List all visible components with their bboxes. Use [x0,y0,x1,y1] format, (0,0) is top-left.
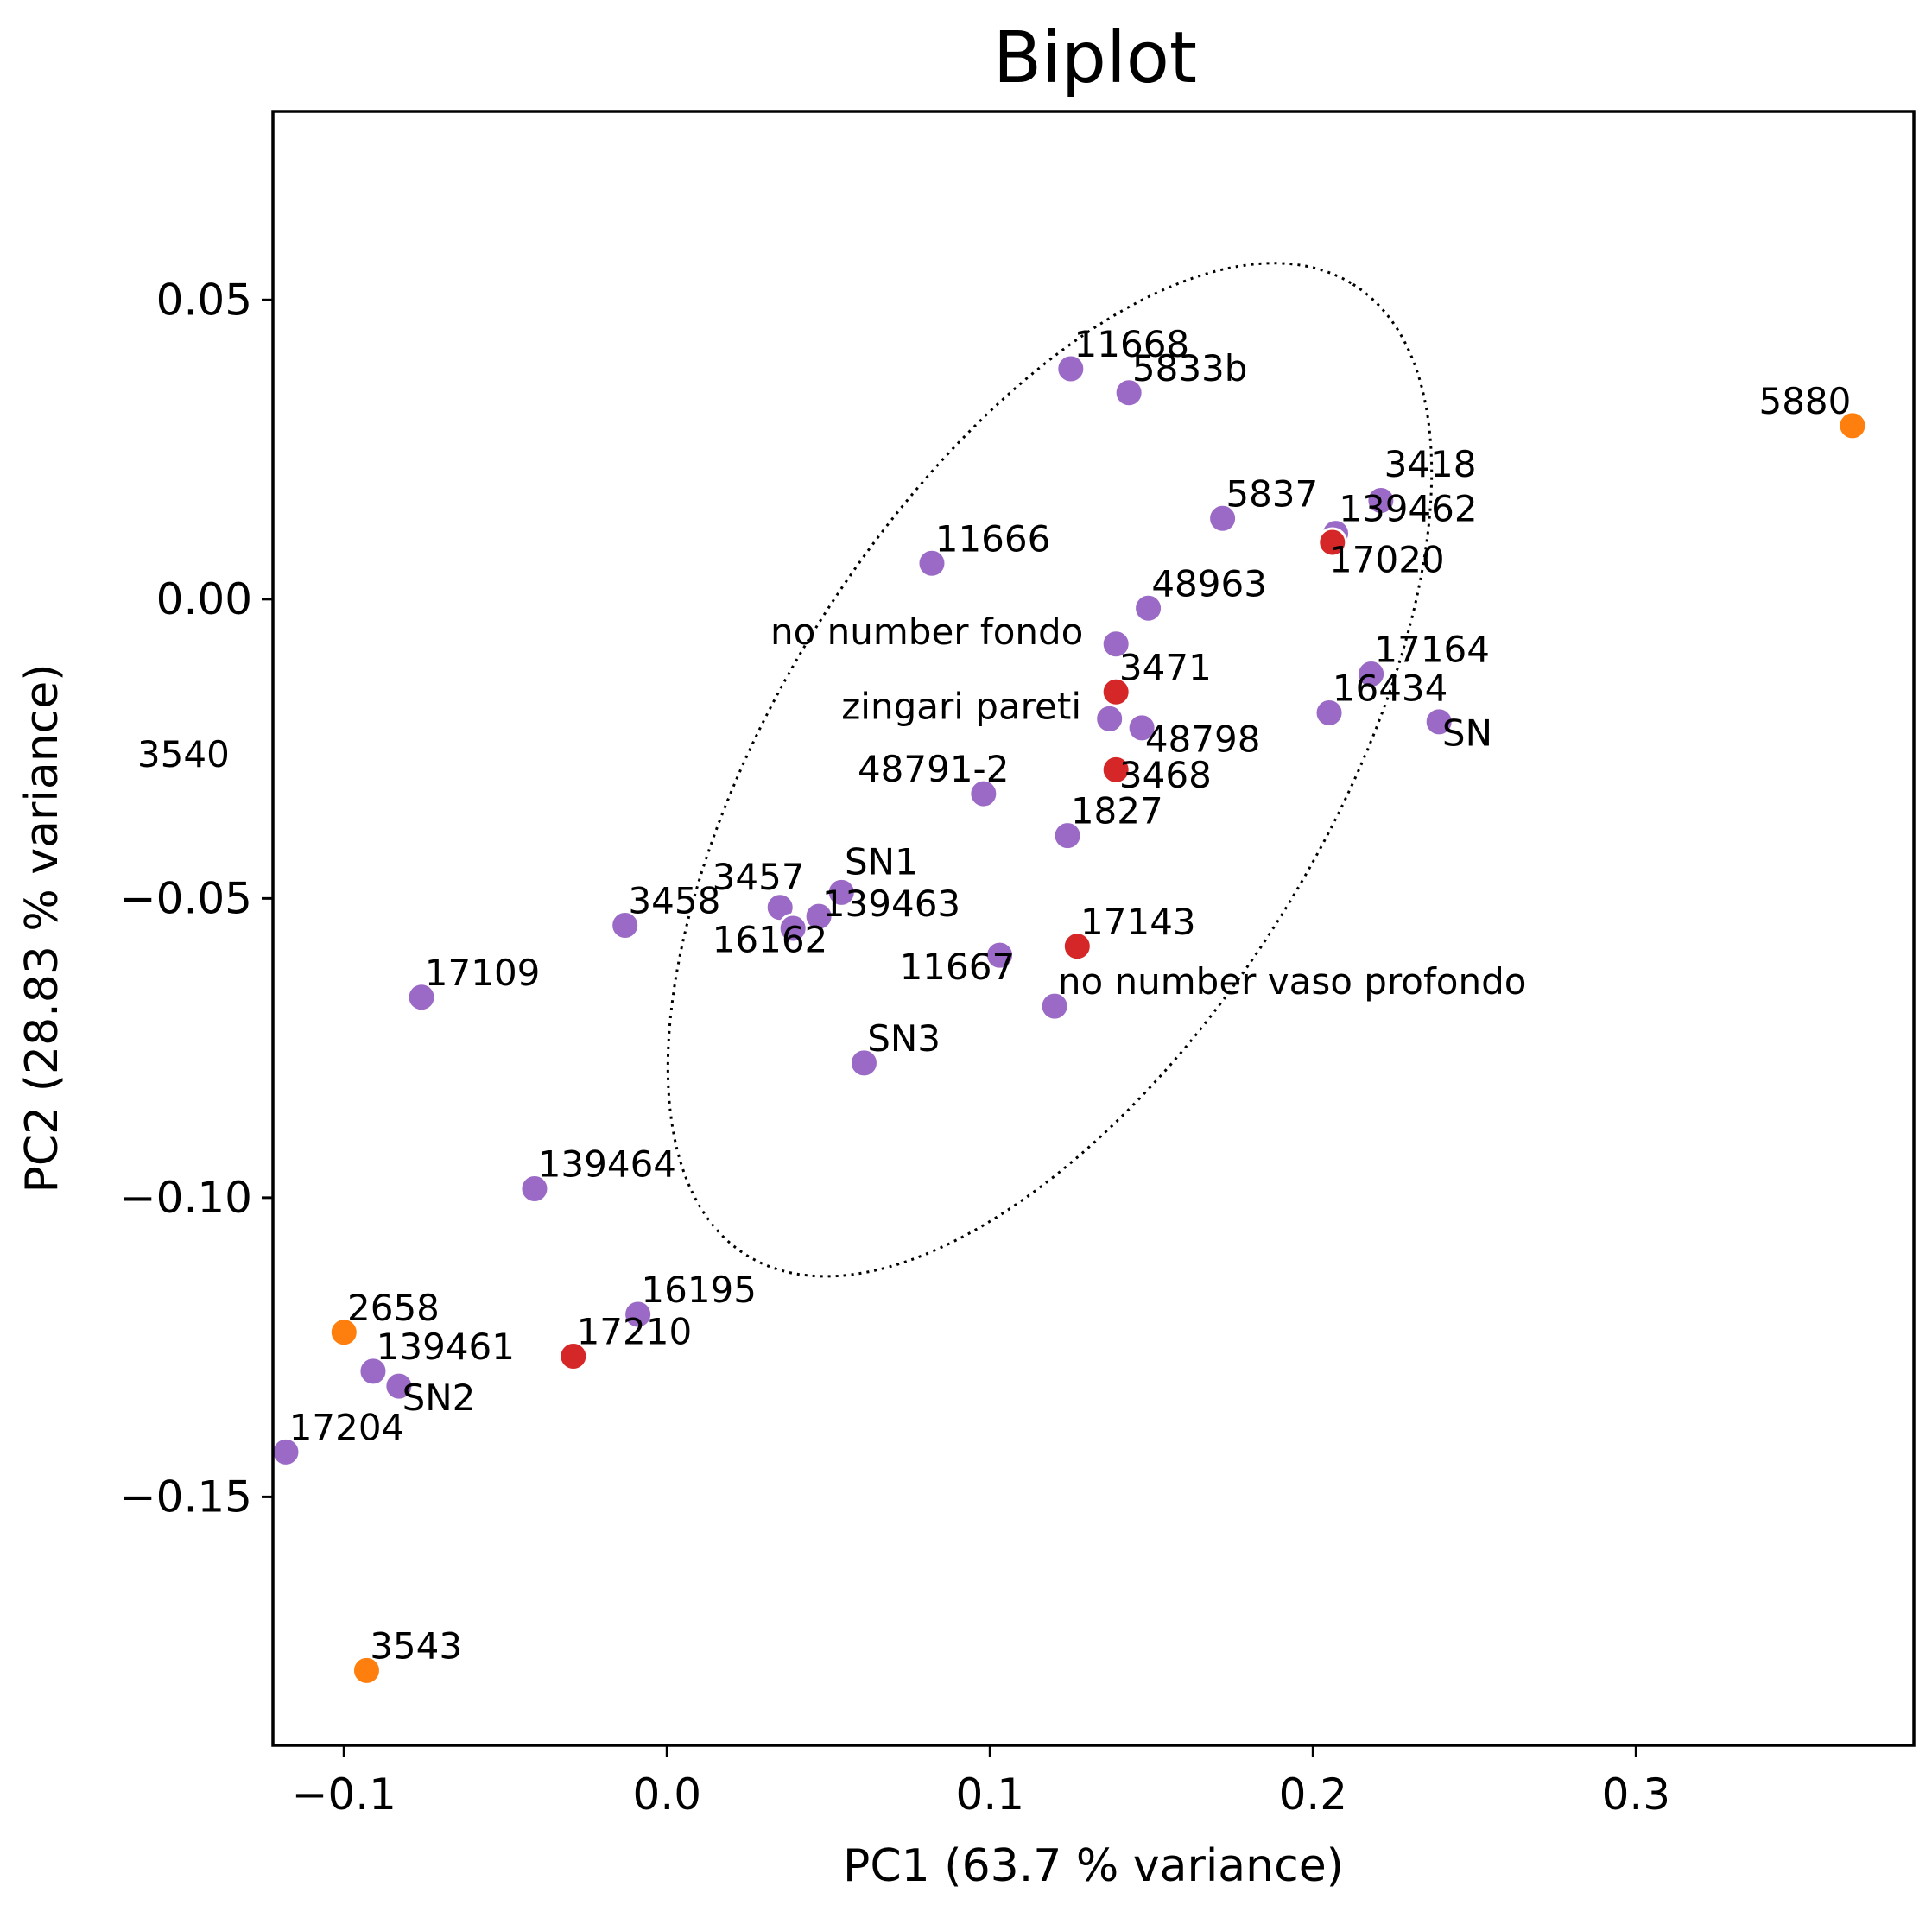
data-point [968,778,999,809]
data-point [383,1370,415,1402]
data-label: 16195 [641,1269,757,1311]
x-tick-label: 0.0 [633,1769,702,1820]
data-point [1113,377,1144,408]
data-point [1061,931,1093,962]
confidence-ellipse [666,262,1434,1278]
data-label: 3457 [713,856,805,898]
data-label: 2658 [347,1287,440,1329]
data-point [1133,592,1164,624]
data-point [406,982,437,1013]
data-label: zingari pareti [841,685,1081,727]
data-label: 5837 [1226,472,1318,515]
data-point [328,1317,359,1348]
data-point [1100,754,1131,785]
y-tick-label: 0.00 [156,574,252,624]
data-label: no number fondo [770,611,1083,653]
data-label: SN3 [867,1017,941,1060]
chart-title: Biplot [993,17,1197,99]
data-point [1365,484,1397,516]
data-label: no number vaso profondo [1058,960,1527,1003]
data-label: 3543 [370,1625,462,1668]
data-label: 3458 [628,880,720,922]
data-label: 3418 [1384,443,1477,485]
data-label: 5880 [1758,380,1851,422]
data-point [1207,503,1238,534]
data-point [351,1655,382,1686]
data-point [519,1173,550,1204]
data-point [985,940,1016,971]
data-label: SN [1442,712,1492,755]
data-point [1094,703,1125,734]
data-point [1356,658,1387,689]
data-label: 139463 [822,883,960,925]
data-label: SN2 [402,1377,476,1419]
data-point [1423,706,1454,737]
data-point [916,548,947,579]
data-point [273,1436,301,1467]
data-point [610,910,641,941]
y-axis-label: PC2 (28.83 % variance) [16,663,68,1193]
data-label: 17020 [1329,539,1445,581]
data-label: 5833b [1132,347,1248,389]
data-label: 17143 [1080,901,1196,943]
data-label: 16162 [713,919,828,961]
data-label: SN1 [845,841,918,883]
data-point [1126,712,1157,744]
x-tick-label: 0.3 [1602,1769,1671,1820]
data-point [777,913,808,944]
data-label: 17164 [1374,629,1490,671]
y-tick-label: −0.10 [120,1173,252,1223]
data-point [358,1356,389,1387]
data-label: 11667 [900,946,1016,988]
data-label: 139464 [538,1143,676,1186]
data-point [826,877,857,908]
data-point [1317,527,1348,558]
data-label: 17109 [425,952,541,994]
data-point [803,901,834,932]
data-label: 17204 [289,1407,405,1449]
plot-frame [271,110,1916,1747]
data-label: 3540 [137,733,230,775]
data-label: 17210 [577,1311,693,1353]
x-tick-label: −0.1 [292,1769,396,1820]
data-label: 48798 [1145,718,1261,761]
data-point [1314,698,1345,729]
data-label: 139462 [1339,488,1477,530]
data-label: 11668 [1074,323,1190,365]
data-label: 3468 [1119,754,1212,796]
data-label: 3471 [1119,646,1212,688]
y-tick-label: −0.05 [120,873,252,923]
y-tick-label: −0.15 [120,1472,252,1522]
data-point [1055,353,1086,384]
data-point [1837,410,1868,441]
data-point [623,1299,654,1330]
x-tick-label: 0.1 [956,1769,1025,1820]
data-point [848,1048,879,1079]
data-label: 1827 [1071,790,1163,832]
data-label: 48963 [1151,562,1267,605]
data-point [1039,991,1070,1022]
data-label: 16434 [1333,668,1448,710]
x-tick-label: 0.2 [1279,1769,1348,1820]
data-label: 139461 [377,1326,515,1368]
data-label: 48791-2 [858,748,1010,790]
data-label: 11666 [935,517,1051,560]
y-tick-label: 0.05 [156,275,252,325]
x-axis-label: PC1 (63.7 % variance) [843,1840,1344,1892]
data-point [1100,629,1131,660]
data-point [1052,820,1083,851]
data-point [558,1341,589,1372]
